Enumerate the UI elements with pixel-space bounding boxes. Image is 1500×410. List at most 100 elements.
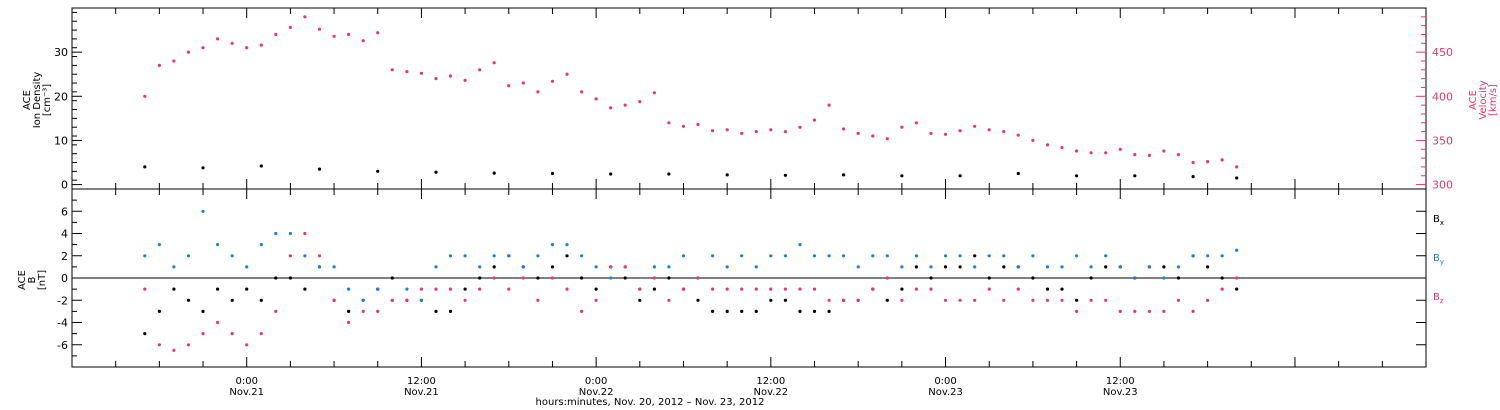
by-point <box>332 265 336 269</box>
bx-point <box>143 332 147 336</box>
by-point <box>681 254 686 258</box>
bx-point <box>623 276 627 280</box>
field-label-line1: ACE <box>17 270 28 290</box>
velocity-point <box>521 81 525 85</box>
bz-point <box>740 287 744 291</box>
bx-point <box>594 287 598 291</box>
bz-point <box>594 298 598 302</box>
field-label-line3: [nT] <box>37 270 48 290</box>
bz-point <box>1060 298 1064 302</box>
by-point <box>1031 254 1035 258</box>
date-tick-label: Nov.23 <box>928 387 963 398</box>
by-point <box>740 254 744 258</box>
velocity-point <box>987 128 991 132</box>
velocity-point <box>143 94 147 98</box>
bz-point <box>842 298 846 302</box>
by-point <box>842 254 846 258</box>
field-tick-label: 6 <box>61 205 68 218</box>
velocity-point <box>376 31 380 35</box>
density-point <box>492 171 496 175</box>
field-tick-label: 4 <box>61 228 68 241</box>
bx-point <box>914 265 919 269</box>
bx-point <box>638 298 642 302</box>
legend-bz: Bz <box>1433 292 1444 305</box>
bz-point <box>492 276 496 280</box>
by-point <box>871 254 875 258</box>
density-tick-label: 10 <box>54 134 68 147</box>
bx-point <box>769 298 773 302</box>
velocity-point <box>245 46 249 50</box>
velocity-point <box>798 125 802 129</box>
bx-point <box>740 309 744 313</box>
bx-point <box>1060 287 1064 291</box>
velocity-point <box>681 124 686 128</box>
velocity-point <box>973 124 977 128</box>
bz-point <box>638 287 642 291</box>
bx-point <box>973 254 977 258</box>
velocity-point <box>827 103 831 107</box>
velocity-point <box>1191 160 1195 165</box>
velocity-point <box>725 128 729 132</box>
by-point <box>1016 265 1020 269</box>
bx-point <box>1104 265 1108 269</box>
density-point <box>609 172 613 176</box>
density-tick-label: 0 <box>61 179 68 192</box>
bx-point <box>1176 276 1181 280</box>
bz-point <box>1133 309 1137 313</box>
bz-point <box>696 276 700 280</box>
bx-point <box>798 309 802 313</box>
bz-point <box>1031 298 1035 302</box>
bx-point <box>463 287 467 291</box>
bx-point <box>550 265 555 269</box>
by-point <box>201 209 205 213</box>
bz-point <box>1104 298 1108 302</box>
by-point <box>478 265 482 269</box>
by-point <box>856 265 860 269</box>
velocity-point <box>201 46 205 50</box>
bz-point <box>259 332 263 336</box>
bz-point <box>434 287 438 291</box>
bz-point <box>157 343 161 347</box>
bz-point <box>565 287 569 291</box>
bx-point <box>1235 287 1239 291</box>
velocity-point <box>594 97 598 101</box>
bx-point <box>929 276 933 280</box>
bz-point <box>303 231 307 236</box>
by-point <box>1075 254 1079 258</box>
velocity-point <box>638 100 642 104</box>
legend-bx: Bx <box>1433 214 1444 227</box>
density-axis-label: ACE Ion Density [cm⁻³] <box>22 72 53 129</box>
by-point <box>580 254 584 258</box>
density-point <box>900 174 904 178</box>
bz-point <box>973 298 977 302</box>
by-point <box>1220 254 1224 258</box>
velocity-point <box>1162 149 1166 153</box>
velocity-point <box>609 106 613 110</box>
bx-point <box>1002 265 1006 269</box>
velocity-point <box>769 128 773 132</box>
velocity-point <box>842 127 846 131</box>
bx-point <box>492 265 496 269</box>
by-point <box>769 254 773 258</box>
bz-point <box>1235 276 1239 280</box>
by-point <box>711 254 715 258</box>
by-point <box>550 243 555 247</box>
time-tick-label: 12:00 <box>407 376 436 387</box>
bottom-axes: -6 -4 -2 0 2 4 6 <box>57 199 1426 357</box>
velocity-point <box>448 74 453 78</box>
density-point <box>201 166 205 170</box>
velocity-point <box>536 90 540 94</box>
bz-point <box>856 298 860 302</box>
velocity-point <box>332 34 336 38</box>
bx-point <box>958 265 962 269</box>
bx-point <box>667 276 671 280</box>
top-panel-marks <box>143 15 1239 180</box>
bz-point <box>419 287 423 291</box>
velocity-tick-label: 450 <box>1432 46 1453 59</box>
bx-point <box>987 276 991 280</box>
by-point <box>565 243 569 247</box>
bx-point <box>478 276 482 280</box>
bx-point <box>754 309 758 313</box>
velocity-point <box>565 72 569 76</box>
by-point <box>419 298 423 302</box>
